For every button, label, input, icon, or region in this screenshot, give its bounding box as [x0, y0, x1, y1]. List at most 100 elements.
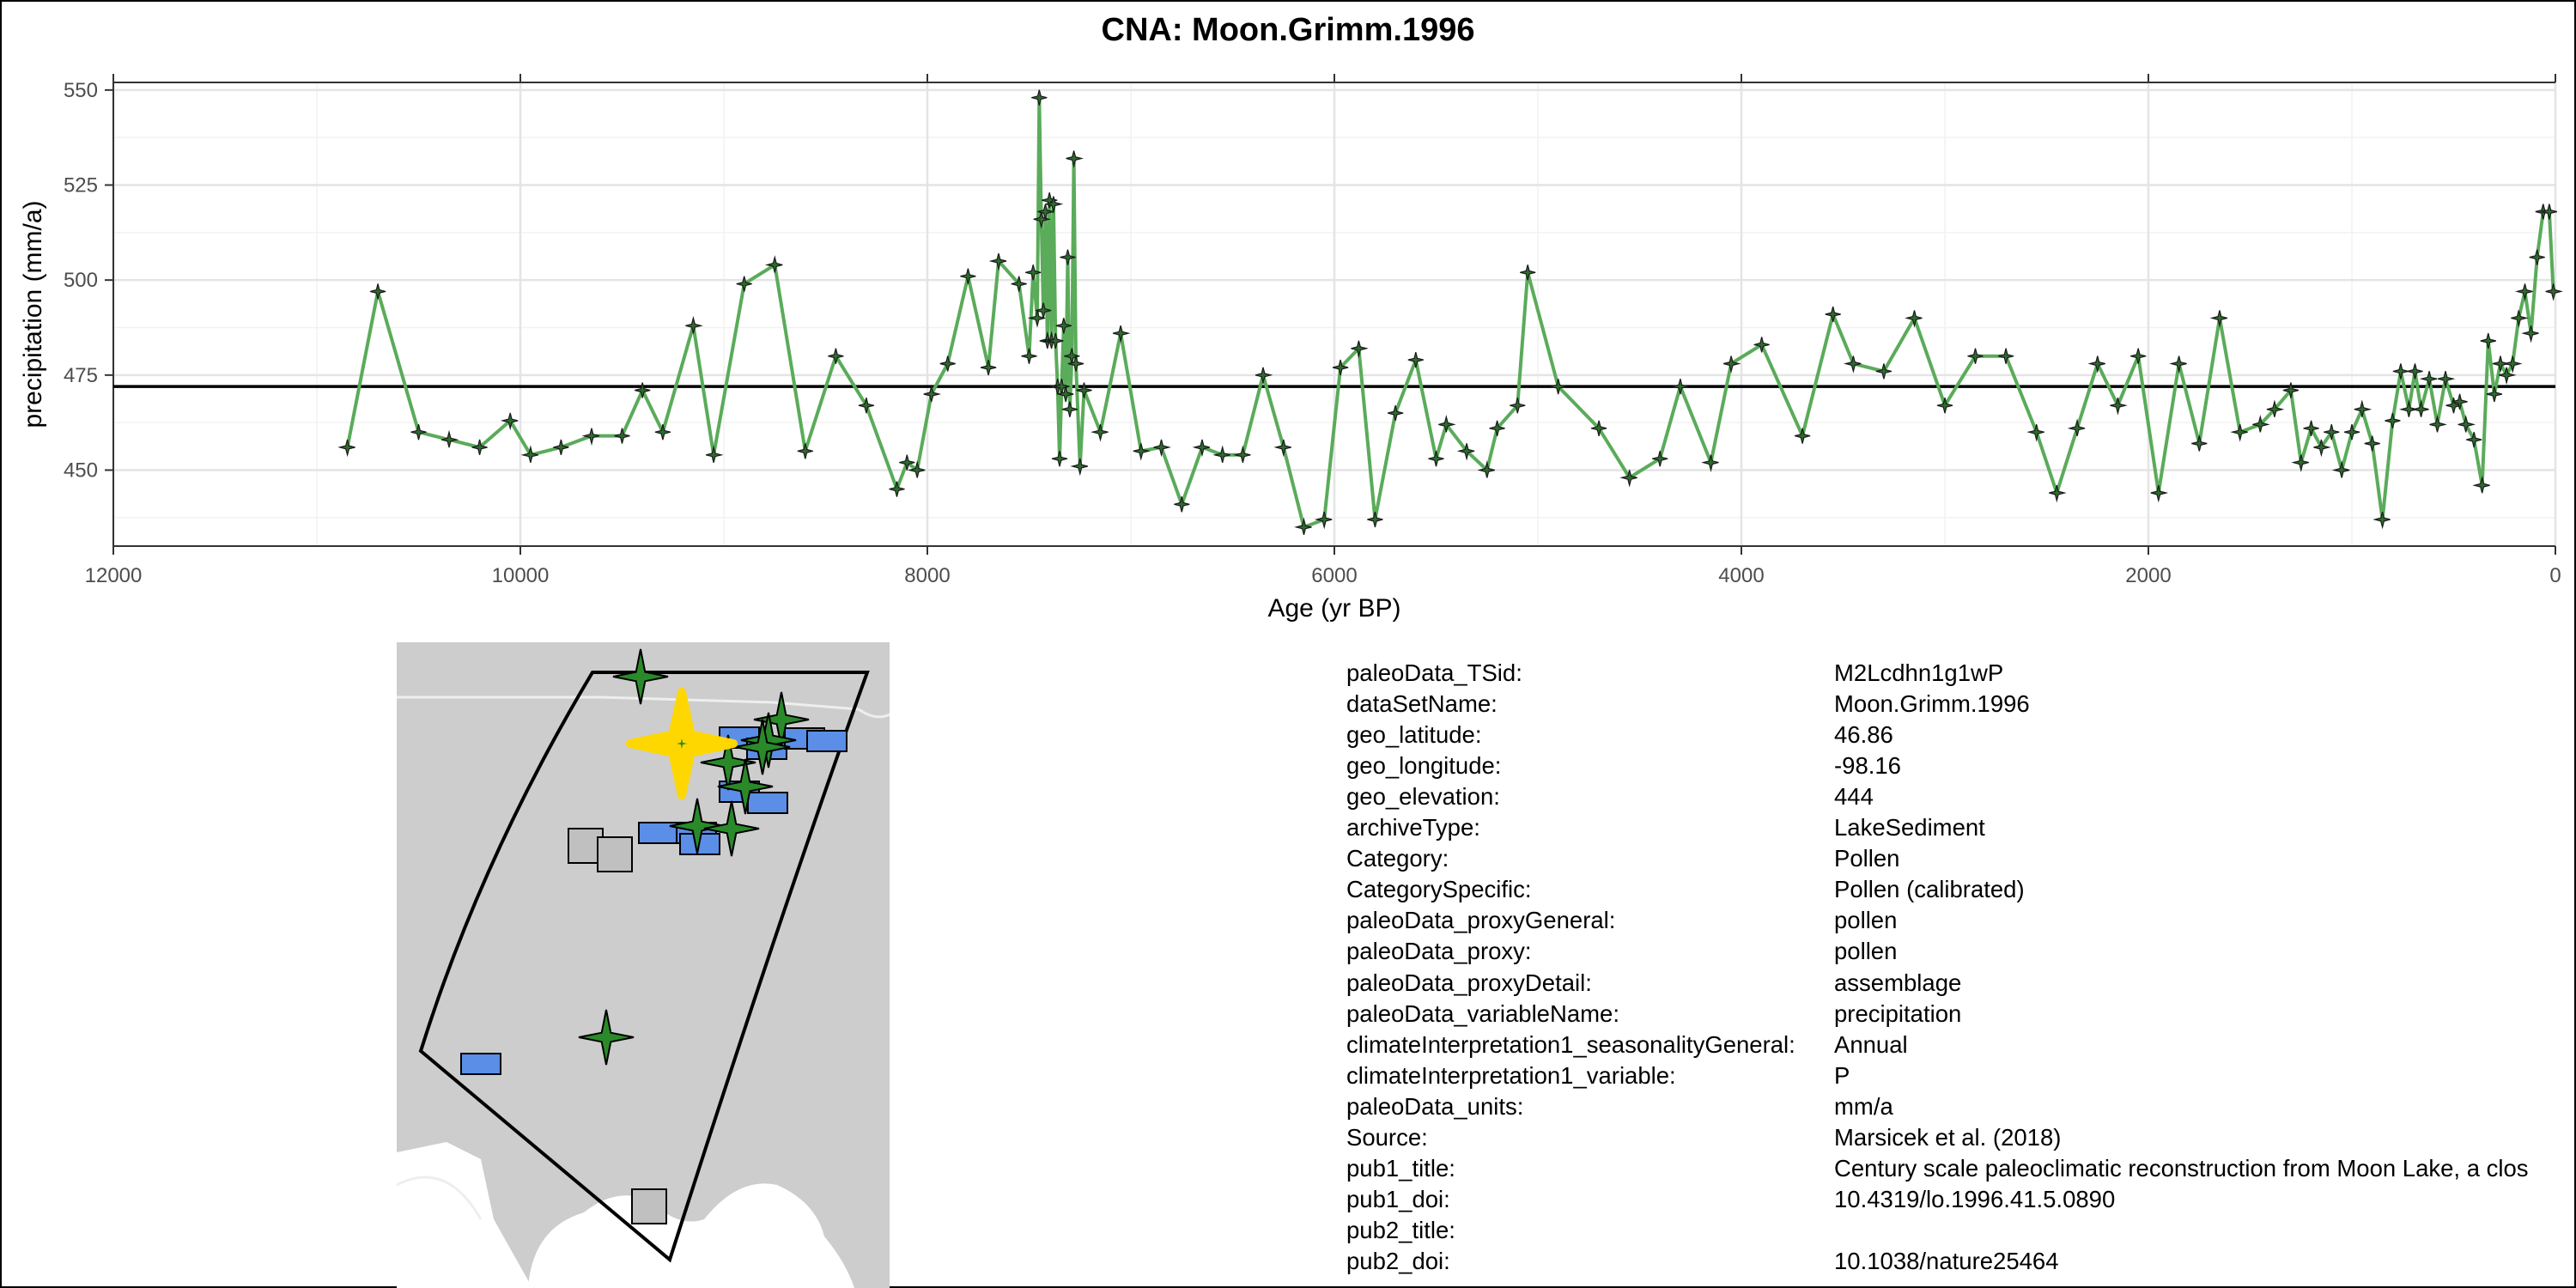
data-point — [1070, 458, 1088, 477]
data-point — [2324, 424, 2340, 440]
data-point — [553, 439, 569, 456]
metadata-key: pub2_doi: — [1346, 1247, 1450, 1274]
site-star-marker — [700, 734, 756, 791]
x-tick-label: 12000 — [85, 564, 143, 587]
data-point — [2392, 363, 2409, 380]
metadata-value: 444 — [1834, 783, 1874, 811]
data-point — [1351, 340, 1369, 359]
metadata-value: mm/a — [1834, 1092, 1893, 1120]
y-tick-label: 475 — [64, 364, 98, 387]
metadata-key: Source: — [1346, 1123, 1428, 1151]
metadata-key: paleoData_TSid: — [1346, 659, 1522, 686]
metadata-value: Century scale paleoclimatic reconstructi… — [1834, 1154, 2529, 1182]
data-point — [1212, 445, 1230, 463]
data-point — [858, 398, 875, 414]
data-point — [2411, 399, 2429, 417]
metadata-key: paleoData_units: — [1346, 1092, 1524, 1120]
data-point — [1997, 348, 2014, 364]
data-point — [1066, 150, 1084, 168]
data-point — [1590, 420, 1607, 436]
data-point — [988, 252, 1007, 271]
metadata-key: Category: — [1346, 845, 1449, 872]
data-point — [1035, 302, 1052, 319]
data-point — [1825, 306, 1841, 323]
metadata-key: climateInterpretation1_variable: — [1346, 1061, 1676, 1089]
data-point — [1045, 196, 1064, 214]
data-point — [1192, 439, 1211, 458]
data-point — [2466, 431, 2482, 448]
data-point — [1550, 378, 1566, 395]
metadata-key: pub2_title: — [1346, 1216, 1455, 1243]
data-point — [2437, 371, 2456, 389]
data-point — [2505, 355, 2523, 374]
data-point — [2385, 412, 2401, 429]
x-tick-label: 0 — [2549, 564, 2561, 587]
data-point — [635, 382, 651, 398]
data-point — [2419, 371, 2438, 389]
metadata-key: archiveType: — [1346, 814, 1480, 841]
data-point — [2541, 204, 2558, 220]
data-point — [2313, 439, 2331, 458]
metadata-value: 46.86 — [1834, 721, 1893, 749]
metadata-value: Annual — [1834, 1030, 1908, 1058]
plot-panel: 12000 10000 8000 6000 4000 2000 0 450 475 500 525 5… — [19, 74, 2563, 623]
y-axis-label: precipitation (mm/a) — [19, 200, 47, 428]
data-point — [2515, 283, 2533, 301]
data-point — [1619, 470, 1637, 488]
data-point — [2343, 424, 2360, 440]
data-point — [1112, 325, 1131, 343]
target-site-center — [677, 738, 687, 749]
metadata-value: -98.16 — [1834, 752, 1901, 780]
data-point — [1510, 398, 1526, 414]
data-point — [500, 412, 519, 431]
site-star-marker — [612, 648, 669, 705]
data-point — [410, 424, 427, 440]
data-point — [1011, 276, 1027, 292]
data-point — [736, 276, 752, 292]
data-point — [1332, 359, 1349, 376]
map-body — [397, 642, 890, 1288]
data-point — [764, 255, 783, 273]
data-point — [2492, 355, 2509, 372]
data-point — [1021, 348, 1037, 364]
data-point — [2529, 249, 2545, 265]
data-point — [2458, 415, 2476, 433]
data-point — [2266, 399, 2285, 417]
data-point — [2331, 460, 2350, 478]
data-point — [2291, 454, 2309, 472]
y-tick-label: 450 — [64, 459, 98, 482]
metadata-key: paleoData_proxyGeneral: — [1346, 907, 1616, 934]
data-point — [2209, 310, 2228, 328]
data-point — [2480, 332, 2496, 349]
data-point — [1037, 204, 1054, 220]
data-point — [520, 445, 539, 463]
data-point — [1520, 264, 1536, 281]
data-point — [1489, 420, 1505, 436]
data-point — [1438, 415, 1456, 433]
data-point — [1076, 382, 1092, 398]
data-point — [2545, 283, 2563, 301]
data-point — [614, 428, 630, 444]
data-point — [1428, 451, 1444, 467]
data-point — [1477, 460, 1495, 478]
data-point — [1387, 404, 1404, 422]
metadata-value: LakeSediment — [1834, 814, 1985, 841]
data-point — [1722, 355, 1741, 374]
metadata-key: paleoData_proxyDetail: — [1346, 969, 1592, 996]
metadata-key: pub1_doi: — [1346, 1185, 1450, 1212]
metadata-value: pollen — [1834, 938, 1898, 965]
metadata-key: climateInterpretation1_seasonalityGenera… — [1346, 1030, 1795, 1058]
x-tick-label: 10000 — [492, 564, 550, 587]
data-point — [2282, 382, 2300, 398]
data-point — [1255, 367, 1273, 386]
data-point — [1025, 264, 1042, 281]
data-point — [907, 460, 926, 478]
data-point — [889, 481, 905, 497]
data-point — [2303, 420, 2319, 436]
data-point — [1048, 332, 1064, 349]
metadata-key: geo_latitude: — [1346, 721, 1482, 749]
metadata-value: precipitation — [1834, 999, 1962, 1027]
data-point — [1672, 378, 1689, 395]
metadata-value: Pollen (calibrated) — [1834, 876, 2025, 903]
